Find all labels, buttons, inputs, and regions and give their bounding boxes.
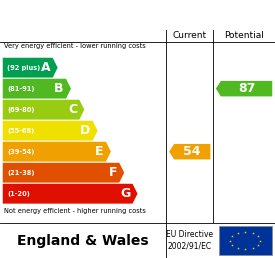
Text: (55-68): (55-68) — [7, 128, 34, 134]
Text: (1-20): (1-20) — [7, 191, 30, 197]
Text: (69-80): (69-80) — [7, 107, 34, 113]
Polygon shape — [216, 81, 272, 96]
Polygon shape — [3, 100, 84, 120]
Polygon shape — [3, 142, 111, 162]
Polygon shape — [3, 58, 58, 78]
Polygon shape — [3, 121, 98, 141]
Text: F: F — [109, 166, 117, 179]
Text: 54: 54 — [183, 145, 201, 158]
Text: B: B — [54, 82, 64, 95]
Text: Energy Efficiency Rating: Energy Efficiency Rating — [6, 7, 208, 22]
Text: Not energy efficient - higher running costs: Not energy efficient - higher running co… — [4, 208, 146, 214]
Polygon shape — [3, 163, 124, 183]
Text: 87: 87 — [238, 82, 255, 95]
Text: (92 plus): (92 plus) — [7, 65, 40, 71]
Bar — [219, 226, 272, 255]
Text: E: E — [95, 145, 104, 158]
Text: (21-38): (21-38) — [7, 170, 34, 176]
Text: Potential: Potential — [224, 31, 264, 40]
Text: G: G — [120, 187, 130, 200]
Text: A: A — [41, 61, 51, 74]
Text: England & Wales: England & Wales — [17, 233, 149, 248]
Text: D: D — [80, 124, 90, 137]
Polygon shape — [3, 184, 138, 204]
Polygon shape — [169, 144, 210, 159]
Text: EU Directive
2002/91/EC: EU Directive 2002/91/EC — [166, 230, 213, 251]
Text: C: C — [68, 103, 77, 116]
Text: Very energy efficient - lower running costs: Very energy efficient - lower running co… — [4, 43, 146, 49]
Text: (81-91): (81-91) — [7, 86, 34, 92]
Text: Current: Current — [173, 31, 207, 40]
Polygon shape — [3, 79, 71, 99]
Text: (39-54): (39-54) — [7, 149, 34, 155]
